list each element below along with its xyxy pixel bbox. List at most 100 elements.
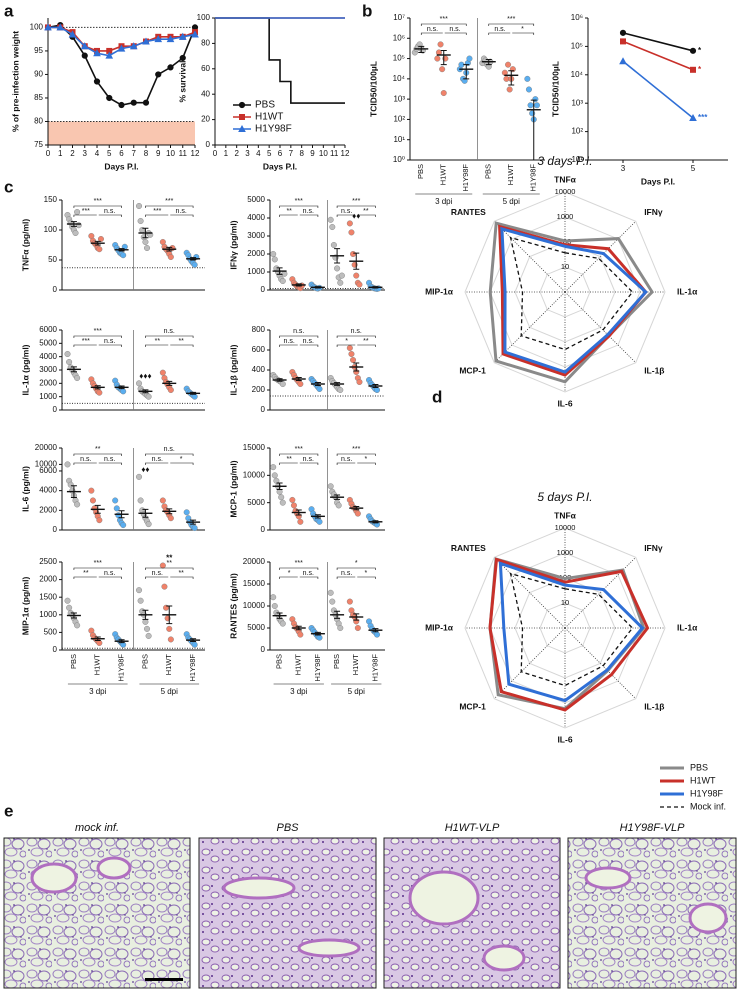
x-tick-label: 0	[213, 149, 218, 158]
panel-label: e	[4, 801, 13, 820]
significance: *	[698, 65, 702, 74]
image-title: H1Y98F-VLP	[620, 822, 685, 834]
bracket	[145, 214, 194, 217]
data-point	[329, 598, 336, 605]
radar-series	[498, 561, 645, 703]
significance: n.s.	[303, 338, 314, 345]
legend-label: H1WT	[255, 112, 283, 123]
significance: ***	[295, 446, 303, 453]
data-point	[338, 272, 345, 279]
significance: ***	[82, 338, 90, 345]
data-point	[120, 388, 127, 395]
x-tick-label: H1WT	[506, 164, 515, 186]
x-tick-label: 1	[224, 149, 229, 158]
vessel	[297, 938, 361, 958]
data-point	[96, 389, 103, 396]
marker	[44, 23, 52, 31]
significance: n.s.	[341, 570, 352, 577]
data-point	[337, 387, 344, 394]
data-point	[533, 102, 540, 109]
significance: n.s.	[284, 338, 295, 345]
significance: n.s.	[152, 570, 163, 577]
significance: ***	[82, 208, 90, 215]
significance: n.s.	[80, 456, 91, 463]
data-point	[270, 594, 277, 601]
radar-series	[498, 224, 648, 377]
data-point	[142, 618, 149, 625]
radar-series	[509, 572, 634, 687]
x-tick-label: H1Y98F	[529, 164, 538, 192]
bracket	[145, 344, 194, 347]
significance: ***	[94, 198, 102, 205]
significance: ***	[352, 198, 360, 205]
x-tick-label: 3	[245, 149, 250, 158]
y-tick-label: 4000	[247, 213, 265, 222]
bracket	[73, 462, 122, 465]
data-point	[439, 66, 446, 73]
data-point	[281, 270, 288, 277]
bracket	[73, 214, 122, 217]
spoke	[494, 557, 566, 629]
data-point	[271, 603, 278, 610]
y-tick-label: 400	[252, 365, 266, 374]
vessel	[688, 902, 728, 934]
data-point	[353, 272, 360, 279]
data-point	[183, 509, 190, 516]
x-tick-label: 4	[95, 149, 100, 158]
significance: n.s.	[303, 570, 314, 577]
vessel	[96, 856, 132, 880]
y-axis-label: TCID50/100µL	[368, 61, 378, 117]
y-tick-label: 10²	[393, 115, 405, 124]
y-tick-label: 10⁶	[393, 33, 405, 42]
data-point	[113, 505, 120, 512]
x-tick-label: 12	[341, 149, 350, 158]
data-point	[136, 587, 143, 594]
bracket	[73, 344, 122, 347]
x-tick-label: H1Y98F	[370, 654, 379, 682]
data-point	[191, 525, 198, 532]
radar-title: 5 days P.I.	[537, 490, 592, 504]
x-tick-label: H1Y98F	[313, 654, 322, 682]
significance: *	[355, 560, 358, 567]
data-point	[273, 477, 280, 484]
data-point	[120, 522, 127, 529]
y-tick-label: 3000	[39, 365, 57, 374]
x-tick-label: 2	[70, 149, 75, 158]
data-point	[167, 387, 174, 394]
y-tick-label: 5000	[247, 195, 265, 204]
axis-label: IL-1β	[644, 701, 664, 711]
significance: n.s.	[164, 446, 175, 453]
data-point	[316, 386, 323, 393]
marker	[117, 44, 126, 52]
x-tick-label: 8	[144, 149, 149, 158]
data-point	[271, 256, 278, 263]
data-point	[279, 620, 286, 627]
data-point	[136, 202, 143, 209]
group-label: 3 dpi	[89, 687, 107, 696]
bracket	[145, 567, 194, 570]
spoke	[564, 291, 636, 363]
bracket	[279, 453, 319, 456]
bracket	[73, 576, 122, 579]
data-point	[67, 481, 74, 488]
data-point	[505, 61, 512, 68]
vessel	[408, 870, 480, 926]
data-point	[136, 473, 143, 480]
vessel	[584, 866, 632, 890]
vessel	[30, 862, 78, 894]
data-point	[137, 217, 144, 224]
data-point	[145, 521, 152, 528]
marker	[178, 32, 187, 40]
marker	[690, 66, 696, 73]
significance: n.s.	[293, 328, 304, 335]
bracket	[145, 576, 194, 579]
marker	[129, 42, 138, 50]
marker	[56, 23, 65, 31]
axis-label: MIP-1α	[425, 286, 454, 296]
data-point	[66, 604, 73, 611]
axis-label: RANTES	[451, 207, 486, 217]
data-point	[144, 244, 151, 251]
y-axis-label: IFNγ (pg/ml)	[228, 220, 238, 269]
y-tick-label: 85	[34, 93, 43, 102]
